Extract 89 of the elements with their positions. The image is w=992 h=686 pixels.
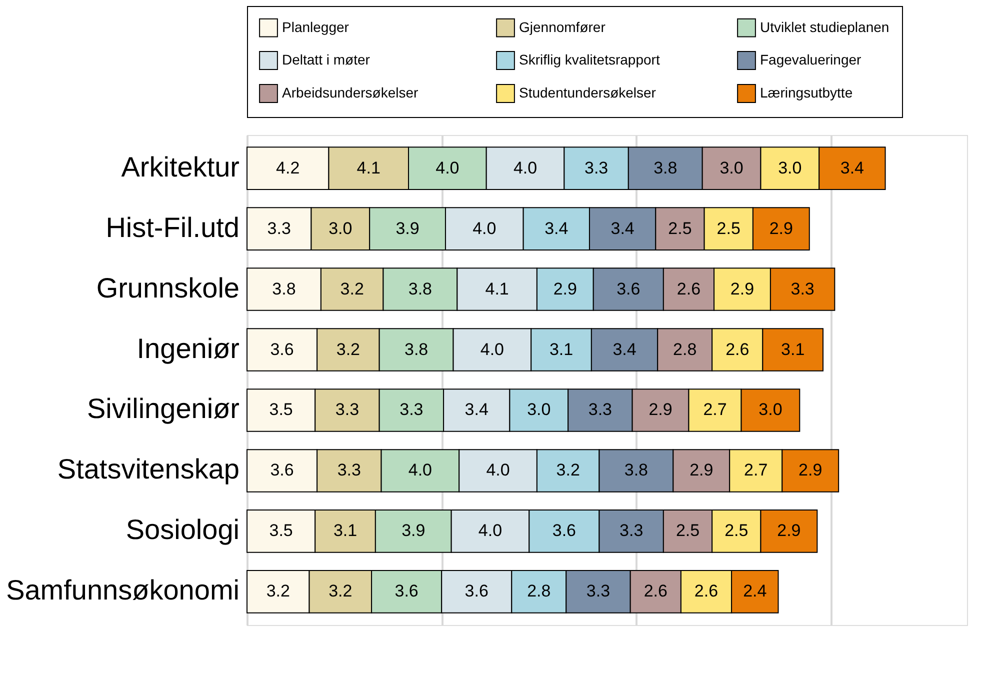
legend-label: Planlegger [282, 18, 350, 35]
data-label: 3.0 [527, 400, 551, 420]
data-label: 2.9 [553, 279, 577, 298]
data-label: 3.2 [556, 460, 580, 480]
data-label: 3.0 [778, 158, 802, 178]
legend-label: Arbeidsundersøkelser [282, 84, 419, 100]
data-label: 3.5 [269, 521, 293, 540]
legend-label: Gjennomfører [519, 18, 606, 35]
data-label: 3.9 [402, 521, 426, 540]
legend-label: Skriflig kvalitetsrapport [519, 52, 660, 68]
data-label: 3.1 [781, 340, 805, 359]
data-label: 3.4 [610, 218, 634, 238]
data-label: 3.3 [620, 521, 644, 540]
data-label: 2.9 [798, 460, 822, 480]
data-label: 2.9 [777, 521, 801, 540]
data-label: 4.0 [408, 460, 432, 480]
data-label: 3.2 [336, 340, 360, 359]
data-label: 3.6 [464, 582, 488, 601]
data-label: 3.3 [337, 460, 361, 480]
data-label: 3.8 [272, 279, 296, 298]
data-label: 3.8 [624, 460, 648, 480]
data-label: 3.3 [586, 582, 610, 601]
data-label: 3.6 [552, 521, 576, 540]
data-label: 4.0 [513, 158, 538, 178]
data-label: 4.2 [276, 158, 300, 178]
data-label: 4.0 [472, 218, 496, 238]
data-label: 3.4 [544, 218, 568, 238]
data-label: 3.3 [400, 400, 424, 420]
data-label: 2.8 [673, 340, 697, 359]
data-label: 3.0 [720, 158, 744, 178]
data-label: 2.7 [703, 400, 727, 420]
y-tick-label: Ingeniør [136, 332, 240, 364]
legend-label: Utviklet studieplanen [760, 18, 890, 35]
y-tick-label: Hist-Fil.utd [106, 212, 240, 243]
data-label: 2.9 [769, 218, 793, 238]
data-label: 3.8 [408, 279, 432, 298]
data-label: 2.5 [724, 521, 748, 540]
data-label: 4.1 [485, 279, 509, 298]
data-label: 3.2 [266, 582, 290, 601]
y-tick-label: Statsvitenskap [57, 454, 240, 485]
data-label: 4.0 [486, 460, 510, 480]
y-tick-label: Grunnskole [96, 272, 240, 304]
legend-label: Studentundersøkelser [519, 84, 656, 100]
data-label: 3.9 [396, 218, 420, 238]
y-tick-label: Samfunnsøkonomi [6, 574, 240, 606]
data-label: 3.0 [758, 400, 782, 420]
data-label: 2.6 [644, 582, 668, 601]
data-label: 3.3 [790, 279, 814, 298]
data-label: 4.0 [480, 340, 504, 359]
data-label: 2.9 [730, 279, 754, 298]
data-label: 3.1 [333, 521, 358, 540]
data-label: 2.9 [648, 400, 672, 420]
data-label: 3.8 [654, 158, 678, 178]
data-label: 3.6 [270, 460, 294, 480]
data-label: 2.7 [744, 460, 768, 480]
data-label: 2.4 [743, 582, 767, 601]
data-label: 2.5 [668, 218, 692, 238]
data-label: 2.6 [694, 582, 718, 601]
data-label: 3.3 [335, 400, 360, 420]
data-label: 3.0 [328, 218, 352, 238]
data-label: 2.5 [716, 218, 740, 238]
y-tick-label: Sivilingeniør [87, 393, 240, 424]
data-label: 3.2 [340, 279, 364, 298]
data-label: 3.6 [394, 582, 418, 601]
data-label: 2.9 [690, 460, 714, 480]
data-label: 3.3 [267, 218, 291, 238]
data-label: 3.6 [616, 279, 640, 298]
data-label: 2.6 [676, 279, 701, 298]
legend-label: Fagevalueringer [760, 52, 862, 68]
data-label: 2.5 [676, 521, 700, 540]
data-label: 2.6 [726, 340, 750, 359]
data-label: 3.1 [549, 340, 574, 359]
data-label: 4.1 [356, 158, 380, 178]
data-label: 3.5 [269, 400, 293, 420]
y-tick-label: Sosiologi [126, 514, 240, 546]
data-label: 3.4 [464, 400, 488, 420]
data-label: 3.8 [404, 340, 428, 359]
data-label: 4.0 [436, 158, 460, 178]
data-label: 3.4 [840, 158, 864, 178]
data-label: 2.8 [527, 582, 551, 601]
data-label: 3.2 [328, 582, 352, 601]
y-tick-label: Arkitektur [121, 151, 240, 182]
data-label: 3.3 [584, 158, 608, 178]
data-label: 3.6 [270, 340, 294, 359]
data-label: 3.3 [588, 400, 612, 420]
legend-label: Læringsutbytte [760, 84, 853, 100]
data-label: 3.4 [612, 340, 636, 359]
legend-label: Deltatt i møter [282, 52, 370, 68]
data-label: 4.0 [478, 521, 502, 540]
